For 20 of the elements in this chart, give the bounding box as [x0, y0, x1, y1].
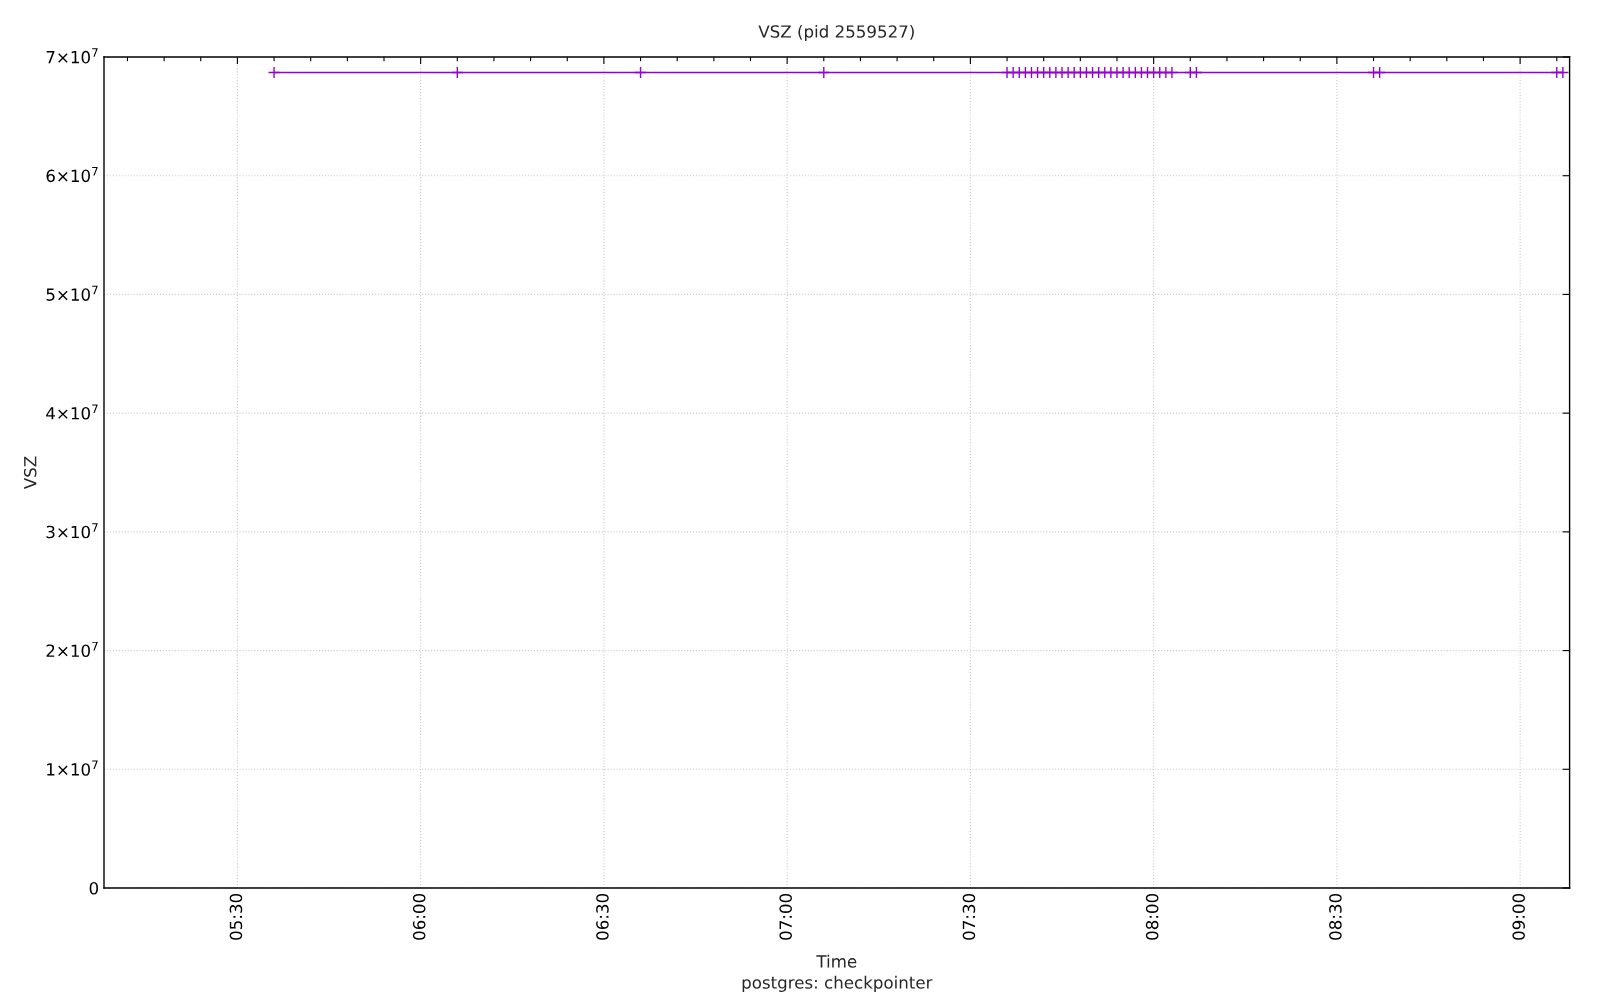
text: postgres: checkpointer — [742, 975, 933, 992]
y-tick-label: 2×10$^{7}$ — [46, 641, 98, 658]
x-tick-label: 06:30 — [596, 893, 609, 940]
y-tick-label: 0 — [89, 881, 99, 895]
y-tick-label: 7×10$^{7}$ — [46, 48, 98, 64]
x-tick-label: 07:30 — [962, 893, 976, 940]
x-tick-label: 09:00 — [1512, 893, 1525, 940]
chart-title: VSZ (pid 2559527) — [758, 24, 914, 42]
y-tick-label: 4×10$^{7}$ — [46, 404, 98, 420]
y-tick-label: 3×10$^{7}$ — [46, 523, 98, 539]
x-tick-label: 05:30 — [229, 893, 243, 940]
x-tick-label: 08:00 — [1145, 893, 1159, 940]
y-tick-label: 5×10$^{7}$ — [46, 285, 98, 301]
y-tick-label: 1×10$^{7}$ — [47, 760, 98, 776]
x-tick-label: 08:30 — [1329, 893, 1342, 940]
y-axis-title: VSZ — [23, 456, 37, 490]
x-tick-label: 06:00 — [412, 893, 426, 940]
y-tick-label: 6×10$^{7}$ — [46, 167, 98, 183]
x-tick-label: 07:00 — [779, 893, 792, 940]
x-axis-title: Time — [816, 954, 857, 968]
